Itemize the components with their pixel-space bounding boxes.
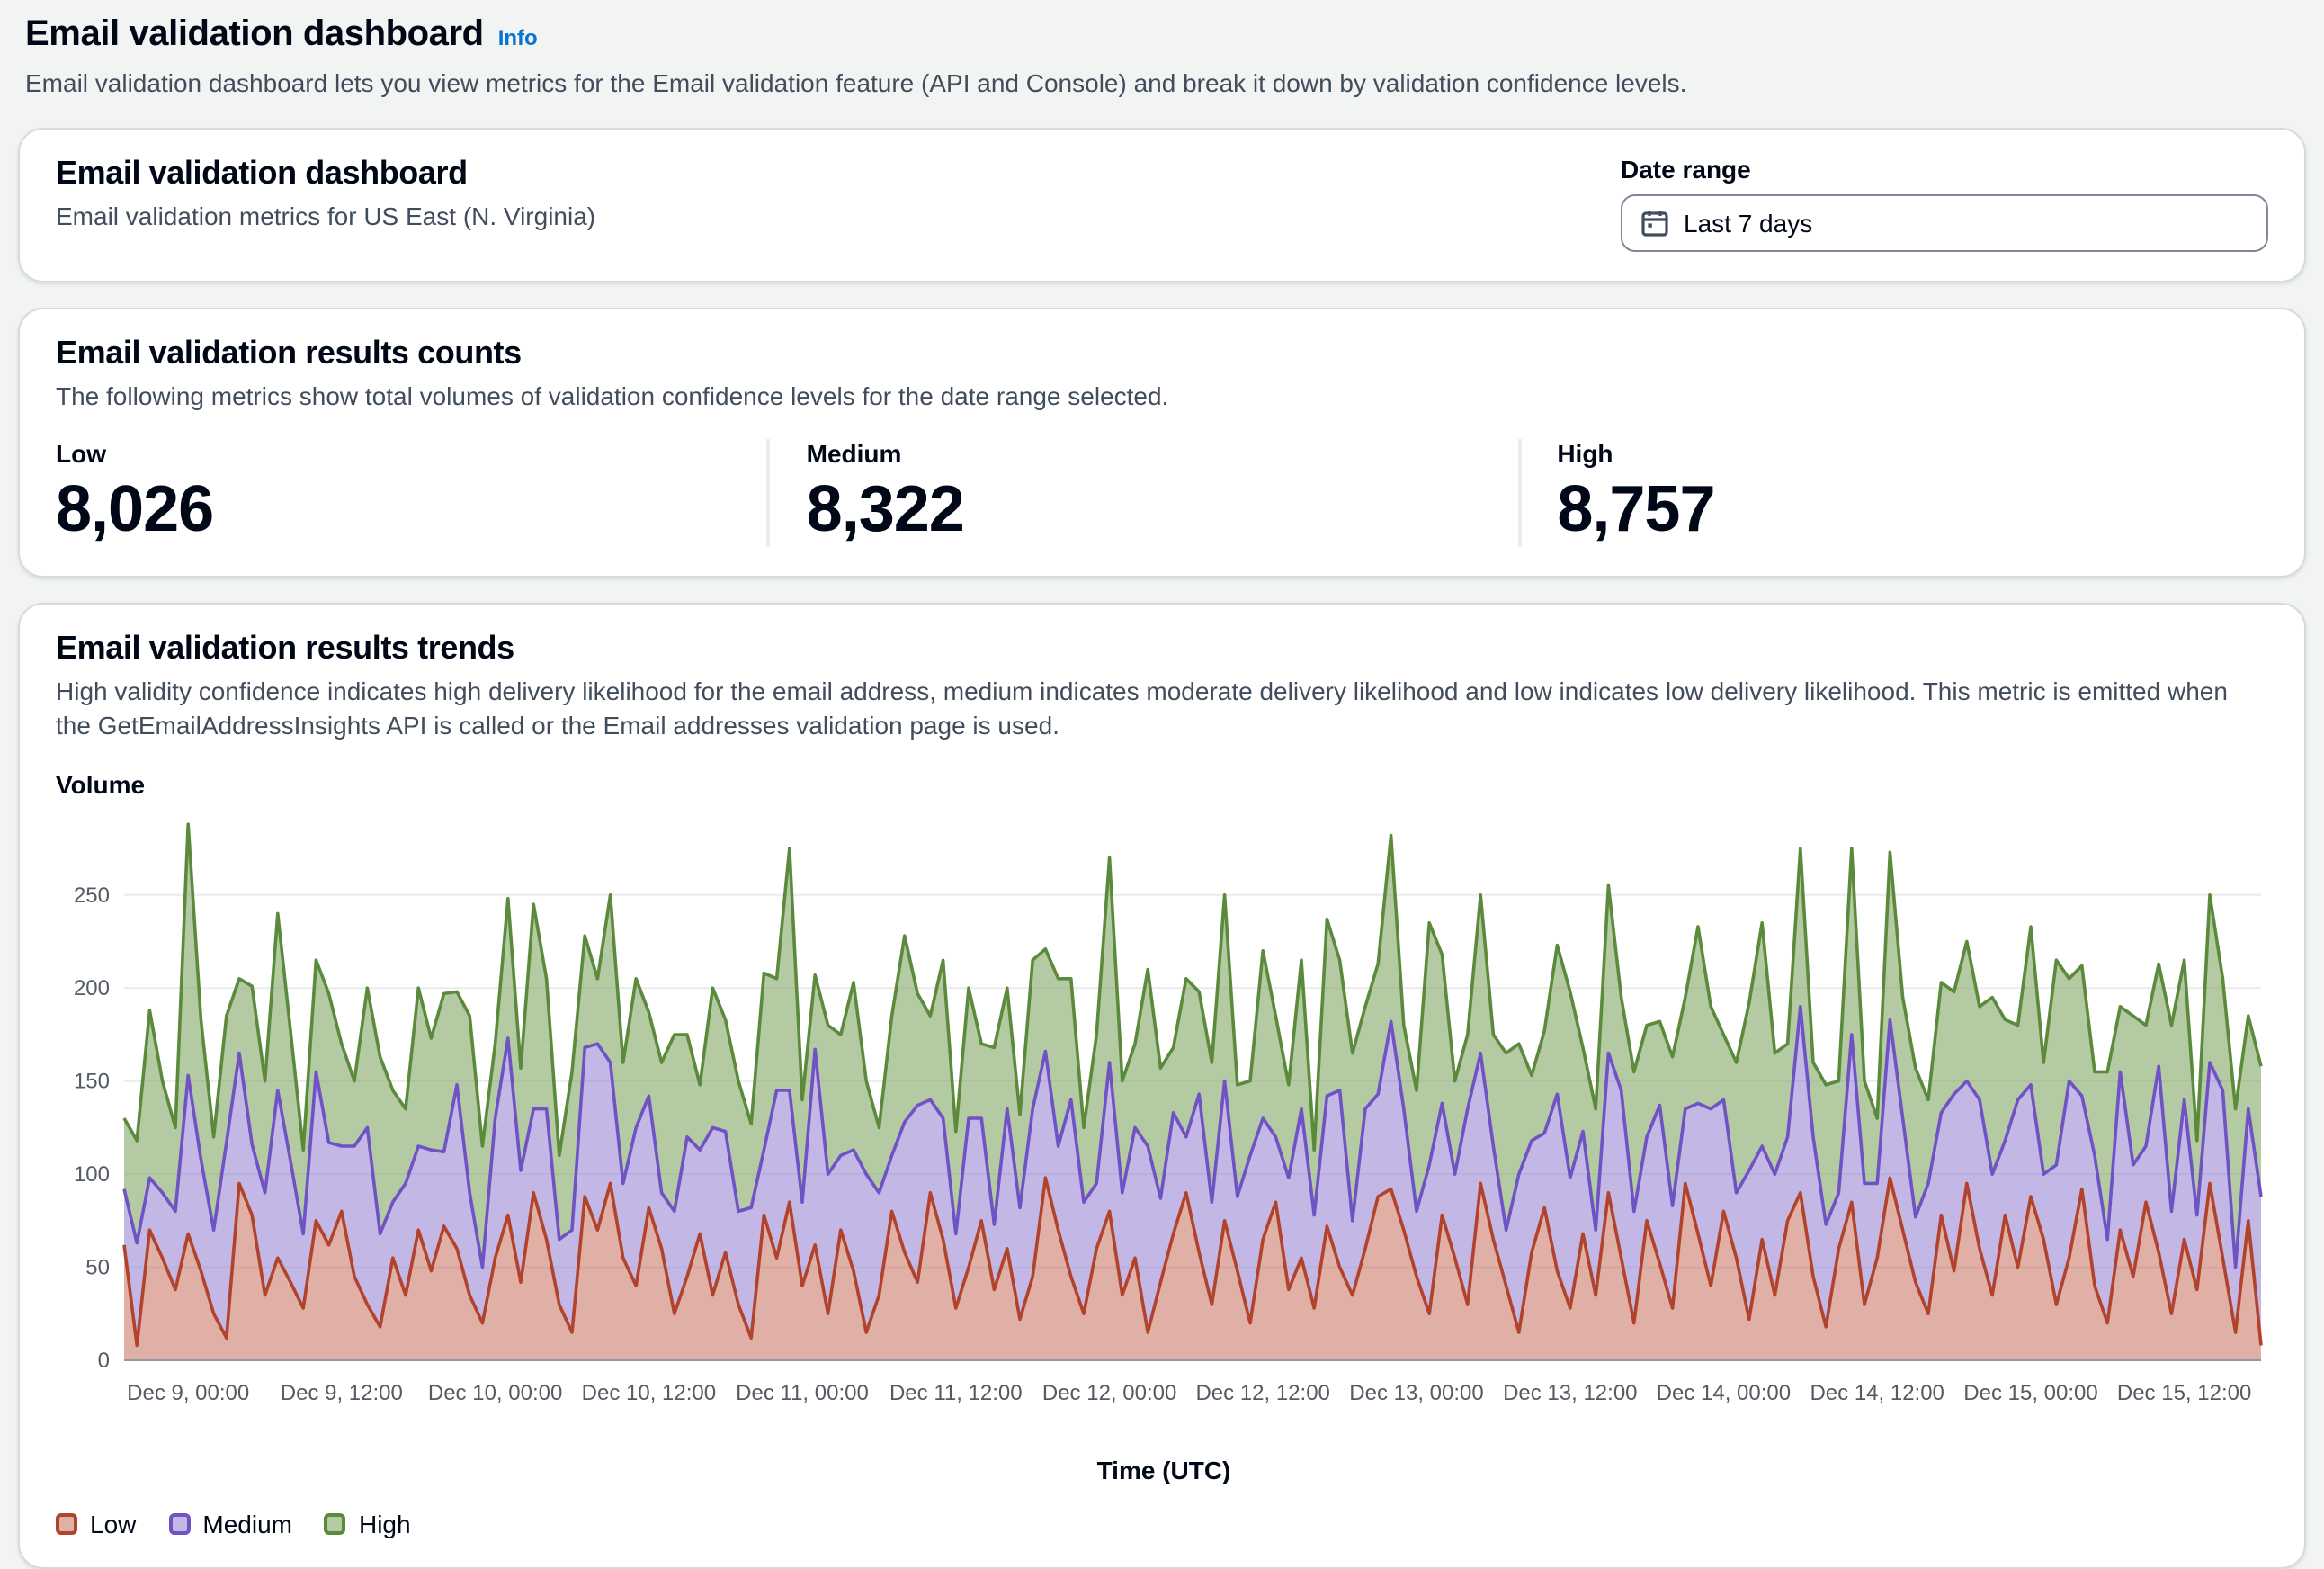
svg-text:Dec 12, 12:00: Dec 12, 12:00 bbox=[1195, 1381, 1329, 1405]
date-range-input[interactable]: Last 7 days bbox=[1621, 193, 2268, 252]
stat-low-label: Low bbox=[56, 439, 106, 469]
svg-text:Dec 13, 12:00: Dec 13, 12:00 bbox=[1503, 1381, 1637, 1405]
stat-high: High 8,757 bbox=[1517, 439, 2268, 547]
date-range-label: Date range bbox=[1621, 154, 1751, 184]
x-axis-title: Time (UTC) bbox=[1096, 1455, 1231, 1484]
svg-text:100: 100 bbox=[74, 1162, 110, 1187]
svg-text:Dec 12, 00:00: Dec 12, 00:00 bbox=[1042, 1381, 1176, 1405]
legend-swatch-high bbox=[324, 1512, 346, 1535]
stats-row: Low 8,026 Medium 8,322 High 8,757 bbox=[56, 439, 2268, 547]
svg-text:Dec 10, 12:00: Dec 10, 12:00 bbox=[582, 1381, 716, 1405]
stat-low: Low 8,026 bbox=[56, 439, 767, 546]
overview-card-title: Email validation dashboard bbox=[56, 154, 468, 191]
svg-text:Dec 14, 00:00: Dec 14, 00:00 bbox=[1657, 1381, 1791, 1405]
page-title: Email validation dashboard bbox=[25, 14, 484, 54]
legend-label-low: Low bbox=[90, 1509, 137, 1538]
legend-item-high[interactable]: High bbox=[324, 1509, 411, 1538]
legend-item-medium[interactable]: Medium bbox=[168, 1510, 292, 1538]
page-header: Email validation dashboard Info Email va… bbox=[18, 11, 2306, 102]
svg-text:50: 50 bbox=[85, 1255, 110, 1279]
stat-high-value: 8,757 bbox=[1557, 471, 1715, 546]
date-range-value: Last 7 days bbox=[1684, 208, 1813, 238]
y-axis-title: Volume bbox=[56, 769, 146, 799]
stat-medium-value: 8,322 bbox=[806, 471, 965, 546]
trends-card-description: High validity confidence indicates high … bbox=[56, 676, 2228, 740]
svg-text:200: 200 bbox=[74, 976, 110, 1000]
svg-text:Dec 9, 00:00: Dec 9, 00:00 bbox=[127, 1381, 249, 1405]
svg-text:Dec 11, 00:00: Dec 11, 00:00 bbox=[736, 1381, 869, 1405]
svg-text:0: 0 bbox=[98, 1349, 110, 1373]
stat-low-value: 8,026 bbox=[56, 471, 214, 546]
svg-text:Dec 14, 12:00: Dec 14, 12:00 bbox=[1810, 1381, 1944, 1405]
page: Email validation dashboard Info Email va… bbox=[18, 11, 2306, 1569]
counts-card-description: The following metrics show total volumes… bbox=[56, 381, 1169, 410]
chart-legend: Low Medium High bbox=[56, 1510, 2268, 1538]
trends-card: Email validation results trends High val… bbox=[18, 602, 2306, 1569]
legend-swatch-low bbox=[56, 1512, 77, 1535]
legend-label-medium: Medium bbox=[202, 1509, 292, 1538]
info-link[interactable]: Info bbox=[497, 25, 538, 50]
overview-card: Email validation dashboard Email validat… bbox=[18, 127, 2306, 282]
svg-text:Dec 15, 00:00: Dec 15, 00:00 bbox=[1963, 1381, 2097, 1405]
legend-label-high: High bbox=[358, 1509, 411, 1538]
overview-card-subtitle: Email validation metrics for US East (N.… bbox=[56, 201, 596, 230]
svg-text:Dec 15, 12:00: Dec 15, 12:00 bbox=[2117, 1381, 2251, 1405]
page-description: Email validation dashboard lets you view… bbox=[25, 68, 1687, 97]
svg-text:Dec 13, 00:00: Dec 13, 00:00 bbox=[1349, 1381, 1483, 1405]
svg-text:Dec 10, 00:00: Dec 10, 00:00 bbox=[428, 1381, 562, 1405]
counts-card: Email validation results counts The foll… bbox=[18, 307, 2306, 578]
svg-text:Dec 9, 12:00: Dec 9, 12:00 bbox=[281, 1381, 403, 1405]
stat-medium: Medium 8,322 bbox=[766, 439, 1518, 547]
stat-high-label: High bbox=[1557, 439, 1613, 469]
trends-chart: 0 50 100 150 200 250 Dec 9, 00:00 Dec 9, 12:00 D… bbox=[74, 821, 2263, 1405]
legend-swatch-medium bbox=[168, 1512, 191, 1535]
svg-text:250: 250 bbox=[74, 883, 110, 907]
stat-medium-label: Medium bbox=[806, 439, 902, 469]
calendar-icon bbox=[1640, 208, 1669, 237]
trends-card-title: Email validation results trends bbox=[56, 629, 514, 666]
legend-item-low[interactable]: Low bbox=[56, 1510, 136, 1538]
svg-text:150: 150 bbox=[74, 1069, 110, 1093]
counts-card-title: Email validation results counts bbox=[56, 334, 522, 371]
svg-text:Dec 11, 12:00: Dec 11, 12:00 bbox=[889, 1381, 1023, 1405]
trends-chart-area[interactable]: 0 50 100 150 200 250 Dec 9, 00:00 Dec 9, 12:00 D… bbox=[56, 810, 2272, 1484]
